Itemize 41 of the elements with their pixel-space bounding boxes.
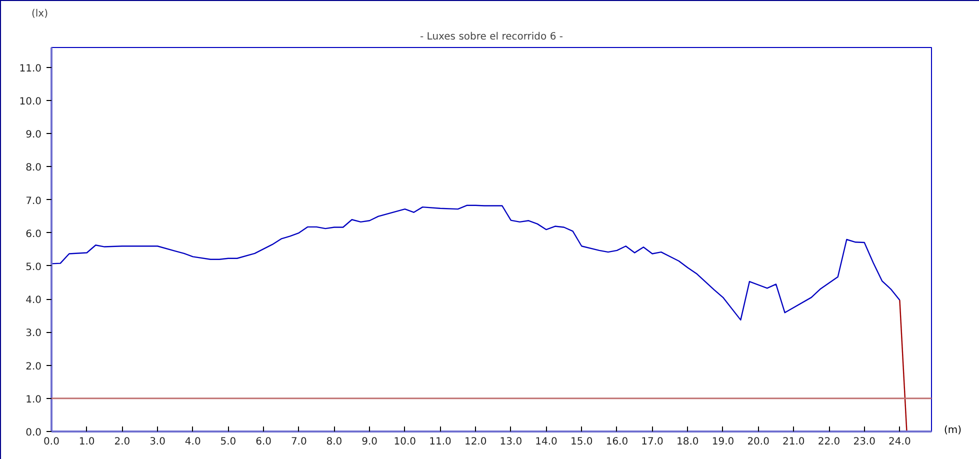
- x-tick-label: 5.0: [220, 436, 236, 448]
- x-tick-label: 15.0: [570, 436, 593, 448]
- x-tick-label: 4.0: [184, 436, 201, 448]
- y-axis-title: (lx): [32, 8, 48, 20]
- x-tick-label: 22.0: [818, 436, 840, 448]
- y-tick-label: 5.0: [26, 262, 42, 273]
- line-series: [52, 204, 900, 321]
- x-tick-label: 10.0: [394, 436, 416, 448]
- x-tick-label: 6.0: [256, 436, 272, 448]
- x-axis-title: (m): [944, 424, 962, 438]
- x-tick-label: 1.0: [78, 436, 95, 448]
- x-tick-label: 8.0: [326, 436, 342, 448]
- x-tick-label: 21.0: [782, 436, 805, 448]
- y-tick-label: 4.0: [26, 295, 42, 306]
- x-tick-label: 12.0: [464, 436, 487, 448]
- x-tick-label: 14.0: [535, 436, 558, 448]
- x-tick-label: 7.0: [290, 436, 307, 448]
- y-tick-label: 2.0: [26, 361, 42, 372]
- x-tick-label: 16.0: [606, 436, 628, 448]
- y-tick-label: 9.0: [26, 130, 42, 141]
- y-tick-label: 0.0: [26, 428, 42, 438]
- x-tick-label: 17.0: [641, 436, 664, 448]
- y-tick-label: 1.0: [26, 394, 42, 406]
- x-tick-label: 18.0: [676, 436, 699, 448]
- y-tick-label: 6.0: [26, 228, 42, 240]
- x-tick-label: 20.0: [747, 436, 770, 448]
- x-tick-label: 13.0: [500, 436, 522, 448]
- y-tick-label: 7.0: [26, 196, 42, 207]
- x-tick-label: 3.0: [150, 436, 166, 448]
- x-tick-label: 11.0: [429, 436, 452, 448]
- chart-title: - Luxes sobre el recorrido 6 -: [420, 32, 564, 42]
- x-tick-label: 2.0: [114, 436, 130, 448]
- y-tick-label: 3.0: [26, 328, 42, 340]
- y-tick-label: 11.0: [19, 63, 42, 74]
- y-tick-label: 8.0: [26, 162, 42, 174]
- x-tick-label: 23.0: [853, 436, 876, 448]
- x-tick-label: 9.0: [362, 436, 378, 448]
- x-tick-label: 24.0: [888, 436, 911, 448]
- y-tick-label: 10.0: [19, 96, 42, 108]
- x-tick-label: 0.0: [44, 436, 60, 448]
- x-tick-label: 19.0: [712, 436, 734, 448]
